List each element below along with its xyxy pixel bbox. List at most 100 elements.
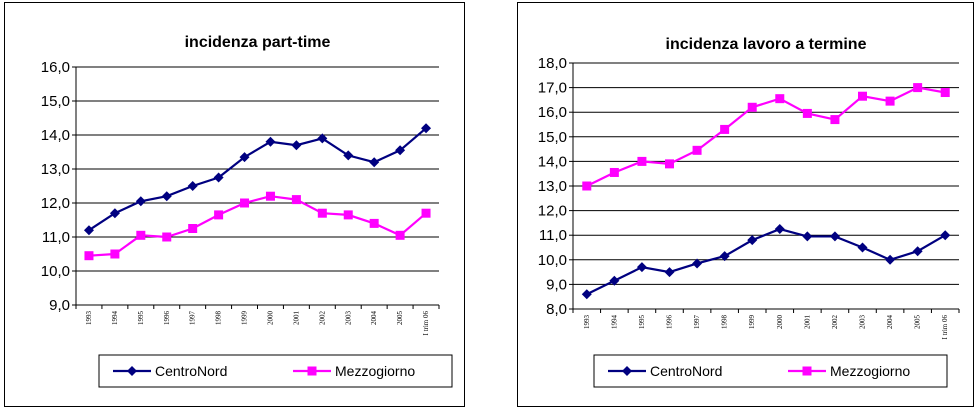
data-point-mezzogiorno xyxy=(110,249,120,259)
x-tick-label: 1993 xyxy=(583,315,591,330)
y-tick-label: 16,0 xyxy=(41,59,70,76)
legend-marker-square-icon xyxy=(307,366,317,376)
data-point-centronord xyxy=(317,133,328,144)
x-tick-label: 1995 xyxy=(137,311,145,326)
x-tick-label: 2000 xyxy=(266,311,274,326)
data-point-mezzogiorno xyxy=(940,88,950,98)
legend xyxy=(593,354,948,388)
x-tick-label: 1997 xyxy=(189,311,197,326)
data-point-mezzogiorno xyxy=(343,210,353,220)
x-tick-label: 1994 xyxy=(610,315,618,330)
data-point-mezzogiorno xyxy=(665,159,674,169)
y-tick-label: 12,0 xyxy=(41,195,70,212)
series-line-centronord xyxy=(586,227,946,296)
x-tick-label: 2003 xyxy=(344,311,352,326)
data-point-centronord xyxy=(802,231,813,242)
y-tick-label: 9,0 xyxy=(49,297,70,314)
data-point-mezzogiorno xyxy=(395,230,405,240)
data-point-centronord xyxy=(609,275,620,286)
y-tick-label: 14,0 xyxy=(41,127,70,144)
data-point-centronord xyxy=(747,235,758,246)
x-tick-label: 1993 xyxy=(85,311,93,326)
chart-part-time: incidenza part-time 9,0 10,0 11,0 12,0 13,0 14… xyxy=(41,34,453,388)
legend-label-mezzogiorno: Mezzogiorno xyxy=(335,363,415,379)
y-tick-label: 16,0 xyxy=(538,104,567,121)
chart-panel-part-time: incidenza part-time 9,0 10,0 11,0 12,0 13,0 14… xyxy=(4,2,465,407)
data-point-mezzogiorno xyxy=(317,208,327,218)
x-tick-label: 1998 xyxy=(721,315,729,330)
series-line-centronord xyxy=(88,127,427,232)
x-tick-label: 1998 xyxy=(215,311,223,326)
data-point-mezzogiorno xyxy=(265,191,275,201)
chart-title: incidenza part-time xyxy=(185,34,331,51)
data-point-centronord xyxy=(291,140,302,151)
x-tick-label: 1999 xyxy=(241,311,249,326)
y-tick-label: 18,0 xyxy=(538,55,567,72)
y-tick-label: 8,0 xyxy=(546,301,567,318)
x-tick-label: 1994 xyxy=(111,311,119,326)
data-point-mezzogiorno xyxy=(609,167,619,177)
legend-marker-square-icon xyxy=(802,366,812,376)
legend-label-centronord: CentroNord xyxy=(650,363,722,379)
data-point-mezzogiorno xyxy=(830,115,840,125)
data-point-centronord xyxy=(265,136,276,147)
data-point-centronord xyxy=(421,123,432,134)
legend-marker-diamond-icon xyxy=(127,366,137,376)
x-tick-label: 1996 xyxy=(163,311,171,326)
data-point-centronord xyxy=(719,251,730,262)
y-tick-label: 17,0 xyxy=(538,80,567,97)
data-point-centronord xyxy=(239,152,250,163)
x-tick-label: 2004 xyxy=(370,311,378,326)
data-point-mezzogiorno xyxy=(240,198,250,208)
data-point-mezzogiorno xyxy=(692,145,702,155)
series-line-mezzogiorno xyxy=(586,86,946,187)
data-point-mezzogiorno xyxy=(913,83,923,93)
legend-label-mezzogiorno: Mezzogiorno xyxy=(830,363,910,379)
y-tick-label: 14,0 xyxy=(538,153,567,170)
y-tick-label: 10,0 xyxy=(538,252,567,269)
data-point-centronord xyxy=(343,150,354,161)
data-point-centronord xyxy=(829,231,840,242)
data-point-mezzogiorno xyxy=(291,195,301,205)
data-point-mezzogiorno xyxy=(637,156,647,166)
data-point-centronord xyxy=(857,242,868,253)
data-point-centronord xyxy=(213,172,224,183)
data-point-centronord xyxy=(664,267,675,278)
y-tick-label: 12,0 xyxy=(538,203,567,220)
data-point-mezzogiorno xyxy=(369,218,379,228)
y-tick-label: 13,0 xyxy=(538,178,567,195)
x-tick-label: 2002 xyxy=(318,311,326,326)
x-tick-label: 1996 xyxy=(666,315,674,330)
data-point-centronord xyxy=(940,230,951,241)
x-tick-label: 2003 xyxy=(859,315,867,330)
y-tick-label: 15,0 xyxy=(538,129,567,146)
x-tick-label: I trim 06 xyxy=(941,315,949,340)
data-point-mezzogiorno xyxy=(720,124,730,134)
data-point-mezzogiorno xyxy=(582,181,592,191)
x-tick-label: I trim 06 xyxy=(422,311,430,336)
data-point-centronord xyxy=(109,208,120,219)
y-tick-label: 13,0 xyxy=(41,161,70,178)
x-tick-label: 2001 xyxy=(292,311,300,326)
data-point-mezzogiorno xyxy=(802,108,812,118)
data-point-centronord xyxy=(636,262,647,273)
chart-lavoro-a-termine: incidenza lavoro a termine 8,0 9,0 10,0 11,0… xyxy=(538,36,960,388)
y-tick-label: 11,0 xyxy=(539,227,567,244)
data-point-centronord xyxy=(912,246,923,257)
chart-panel-lavoro-a-termine: incidenza lavoro a termine 8,0 9,0 10,0 11,0… xyxy=(517,2,974,407)
data-point-mezzogiorno xyxy=(775,94,785,104)
data-point-centronord xyxy=(885,254,896,265)
x-tick-label: 2004 xyxy=(886,315,894,330)
data-point-mezzogiorno xyxy=(84,251,94,261)
data-point-centronord xyxy=(581,289,592,300)
data-point-centronord xyxy=(83,225,94,236)
data-point-centronord xyxy=(187,181,198,191)
data-point-mezzogiorno xyxy=(858,91,867,101)
data-point-mezzogiorno xyxy=(214,210,224,220)
data-point-centronord xyxy=(692,258,703,269)
x-tick-label: 2005 xyxy=(914,315,922,330)
data-point-mezzogiorno xyxy=(162,232,172,242)
data-point-centronord xyxy=(369,157,380,168)
x-tick-label: 2002 xyxy=(831,315,839,330)
x-tick-label: 2000 xyxy=(776,315,784,330)
